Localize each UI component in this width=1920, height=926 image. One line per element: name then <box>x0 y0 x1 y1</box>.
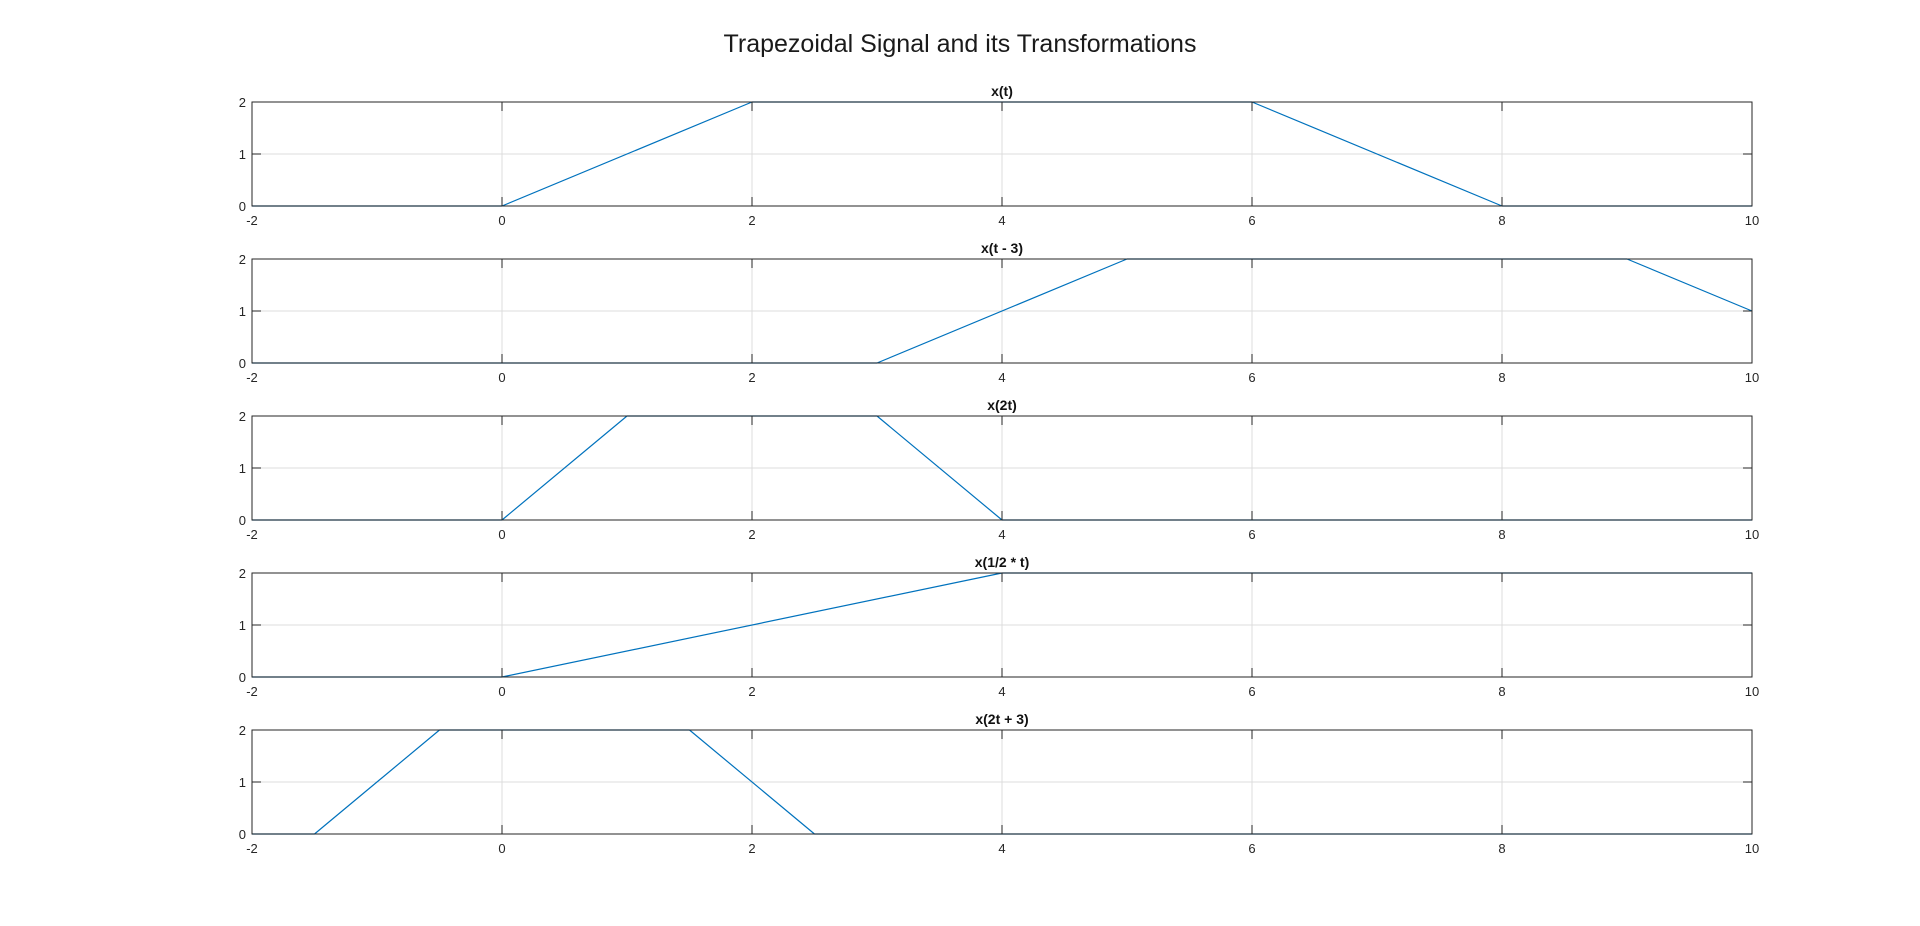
x-tick-label: 2 <box>748 841 755 856</box>
x-tick-label: 8 <box>1498 213 1505 228</box>
x-tick-label: 8 <box>1498 684 1505 699</box>
x-tick-label: 2 <box>748 527 755 542</box>
x-tick-label: 2 <box>748 684 755 699</box>
x-tick-label: 0 <box>498 841 505 856</box>
y-tick-label: 1 <box>239 461 246 476</box>
x-tick-label: 0 <box>498 527 505 542</box>
x-tick-label: 2 <box>748 213 755 228</box>
x-tick-label: 4 <box>998 527 1005 542</box>
x-tick-label: 0 <box>498 370 505 385</box>
y-tick-label: 2 <box>239 566 246 581</box>
y-tick-label: 2 <box>239 252 246 267</box>
x-tick-label: 8 <box>1498 370 1505 385</box>
x-tick-label: 6 <box>1248 213 1255 228</box>
x-tick-label: 10 <box>1745 213 1759 228</box>
y-tick-label: 1 <box>239 775 246 790</box>
x-tick-label: 10 <box>1745 527 1759 542</box>
x-tick-label: -2 <box>246 684 258 699</box>
y-tick-label: 1 <box>239 618 246 633</box>
x-tick-label: 6 <box>1248 527 1255 542</box>
x-tick-label: 10 <box>1745 684 1759 699</box>
x-tick-label: 4 <box>998 213 1005 228</box>
x-tick-label: 10 <box>1745 370 1759 385</box>
x-tick-label: 6 <box>1248 841 1255 856</box>
x-tick-label: -2 <box>246 213 258 228</box>
x-tick-label: 8 <box>1498 527 1505 542</box>
x-tick-label: -2 <box>246 370 258 385</box>
x-tick-label: -2 <box>246 527 258 542</box>
x-tick-label: 4 <box>998 684 1005 699</box>
subplot-title: x(2t + 3) <box>975 711 1028 727</box>
x-tick-label: 6 <box>1248 684 1255 699</box>
subplot-title: x(2t) <box>987 397 1017 413</box>
subplot-title: x(t - 3) <box>981 240 1023 256</box>
y-tick-label: 2 <box>239 95 246 110</box>
x-tick-label: 2 <box>748 370 755 385</box>
y-tick-label: 0 <box>239 356 246 371</box>
x-tick-label: 8 <box>1498 841 1505 856</box>
y-tick-label: 0 <box>239 513 246 528</box>
x-tick-label: 10 <box>1745 841 1759 856</box>
subplot-title: x(t) <box>991 83 1013 99</box>
y-tick-label: 2 <box>239 723 246 738</box>
x-tick-label: 4 <box>998 370 1005 385</box>
x-tick-label: 0 <box>498 213 505 228</box>
y-tick-label: 0 <box>239 827 246 842</box>
y-tick-label: 1 <box>239 147 246 162</box>
subplot-title: x(1/2 * t) <box>975 554 1029 570</box>
figure-title: Trapezoidal Signal and its Transformatio… <box>723 30 1197 58</box>
y-tick-label: 0 <box>239 670 246 685</box>
y-tick-label: 1 <box>239 304 246 319</box>
y-tick-label: 2 <box>239 409 246 424</box>
x-tick-label: 6 <box>1248 370 1255 385</box>
x-tick-label: 0 <box>498 684 505 699</box>
y-tick-label: 0 <box>239 199 246 214</box>
x-tick-label: 4 <box>998 841 1005 856</box>
x-tick-label: -2 <box>246 841 258 856</box>
